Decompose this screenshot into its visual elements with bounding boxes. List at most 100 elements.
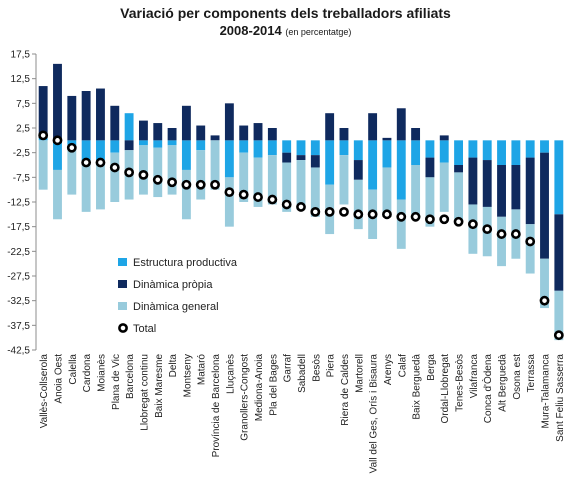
bar-segment — [396, 199, 406, 249]
bar-segment — [138, 120, 148, 141]
legend-swatch — [118, 302, 127, 310]
chart-subtitle: 2008-2014 (en percentatge) — [0, 22, 571, 41]
bar-group — [38, 63, 564, 341]
total-marker — [38, 130, 49, 141]
x-tick-label: Vall del Ges, Orís i Bisaura — [369, 354, 380, 474]
x-tick-label: Mataró — [197, 354, 208, 386]
bar-segment — [540, 258, 549, 309]
y-tick-label: -27,5 — [7, 272, 30, 283]
x-tick-label: Ordal-Llobregat — [440, 354, 451, 424]
subtitle-years: 2008-2014 — [219, 23, 282, 38]
bar-segment — [511, 165, 521, 210]
y-tick-label: -32,5 — [7, 296, 30, 307]
total-marker — [453, 216, 464, 227]
total-marker — [52, 135, 63, 146]
bar-segment — [411, 140, 421, 165]
y-tick-label: -17,5 — [7, 222, 30, 233]
legend: Estructura productiva Dinàmica pròpia Dinà… — [118, 257, 238, 335]
y-axis: 17,5 12,5 7,5 2,5 -2,5 -7,5 -12,5 -17,5 -22,5 -27… — [7, 50, 37, 357]
total-marker — [396, 211, 407, 222]
bar-segment — [210, 140, 220, 190]
legend-label: Total — [133, 323, 156, 335]
total-markers — [38, 130, 564, 341]
bar-segment — [353, 140, 363, 161]
total-marker — [496, 229, 507, 239]
total-marker — [66, 142, 77, 153]
bar-segment — [454, 140, 464, 165]
bar-segment — [282, 162, 292, 212]
y-tick-label: -2,5 — [13, 148, 31, 159]
total-marker — [439, 214, 450, 225]
x-tick-label: Tenes-Besòs — [455, 354, 466, 412]
legend-label: Dinàmica pròpia — [133, 279, 213, 291]
bar-segment — [511, 140, 521, 165]
total-marker — [167, 177, 177, 188]
bar-segment — [425, 140, 435, 158]
total-marker — [152, 174, 163, 185]
total-marker — [425, 214, 435, 225]
bar-segment — [196, 140, 206, 151]
bar-segment — [325, 113, 335, 141]
bar-segment — [540, 152, 549, 259]
total-marker — [553, 330, 564, 341]
total-marker — [109, 162, 120, 173]
bar-segment — [497, 140, 506, 165]
x-axis-labels: Vallès-Collserola Anoia Oest Calella Cardon… — [39, 354, 566, 474]
bar-segment — [368, 113, 378, 141]
bar-segment — [138, 145, 148, 195]
legend-swatch — [118, 280, 127, 288]
bar-segment — [110, 105, 120, 141]
bar-segment — [124, 140, 134, 151]
total-marker — [382, 209, 392, 220]
total-marker — [467, 219, 478, 230]
bar-segment — [353, 179, 363, 230]
bar-segment — [525, 140, 535, 158]
total-marker — [281, 199, 292, 210]
bar-segment — [38, 86, 48, 138]
bar-segment — [196, 150, 206, 200]
x-tick-label: Arenys — [383, 354, 394, 385]
bar-segment — [411, 165, 421, 215]
bar-segment — [167, 128, 177, 141]
total-marker — [339, 206, 349, 217]
total-marker — [525, 236, 536, 247]
bar-segment — [153, 123, 163, 141]
bar-segment — [396, 108, 406, 141]
x-tick-label: Baix Berguedà — [412, 354, 423, 420]
x-tick-label: Plana de Vic — [111, 354, 122, 410]
x-tick-label: Vilafranca — [469, 354, 480, 399]
bar-segment — [53, 63, 62, 141]
total-marker — [81, 157, 92, 168]
x-tick-label: Calaf — [397, 354, 408, 378]
subtitle-note: (en percentatge) — [285, 27, 352, 37]
x-tick-label: Garraf — [283, 354, 294, 383]
total-marker — [238, 189, 249, 200]
bar-segment — [353, 160, 363, 180]
y-tick-label: -12,5 — [7, 198, 30, 209]
total-marker — [296, 202, 306, 212]
x-tick-label: Berga — [426, 354, 437, 381]
bar-segment — [310, 155, 320, 168]
y-tick-label: 17,5 — [11, 50, 31, 61]
y-tick-label: -42,5 — [7, 346, 30, 357]
x-tick-label: Mura-Talamanca — [541, 354, 552, 429]
total-marker — [510, 229, 521, 239]
bar-segment — [267, 140, 277, 156]
x-tick-label: Martorell — [354, 354, 365, 393]
x-tick-label: Pla del Bages — [268, 354, 279, 416]
bar-segment — [81, 91, 91, 141]
bar-segment — [96, 88, 105, 141]
bar-segment — [138, 140, 148, 146]
x-tick-label: Calella — [68, 354, 79, 385]
x-tick-label: Sant Feliu Sasserra — [555, 354, 566, 442]
bar-segment — [81, 140, 91, 163]
total-marker — [124, 167, 135, 178]
x-tick-label: Mediona-Anoia — [254, 354, 265, 422]
bar-segment — [339, 155, 349, 205]
bar-segment — [282, 140, 292, 153]
y-tick-label: 7,5 — [16, 99, 30, 110]
total-marker — [95, 157, 106, 168]
bar-segment — [296, 155, 306, 161]
bar-segment — [239, 125, 249, 141]
bar-segment — [439, 140, 449, 163]
